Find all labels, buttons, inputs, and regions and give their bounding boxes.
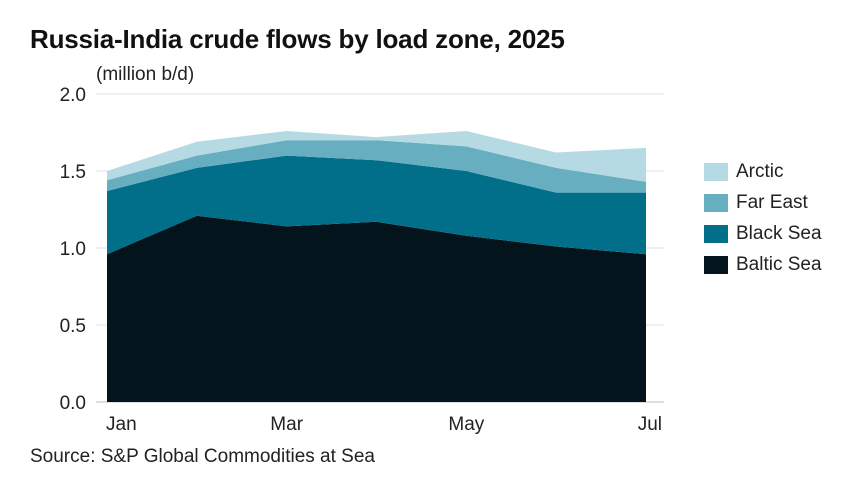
series-areas (107, 131, 646, 402)
y-tick-label: 0.0 (60, 393, 86, 414)
y-tick-label: 2.0 (60, 85, 86, 106)
legend-item: Black Sea (704, 218, 822, 249)
area-arctic (107, 131, 646, 182)
legend: Arctic Far East Black Sea Baltic Sea (704, 156, 822, 280)
y-tick-label: 0.5 (60, 316, 86, 337)
y-axis-unit-label: (million b/d) (96, 64, 195, 85)
legend-item: Baltic Sea (704, 249, 822, 280)
legend-swatch (704, 255, 728, 274)
x-tick-label: May (448, 414, 484, 435)
chart-title: Russia-India crude flows by load zone, 2… (30, 24, 565, 54)
legend-swatch (704, 224, 728, 243)
y-tick-label: 1.0 (60, 239, 86, 260)
legend-swatch (704, 193, 728, 212)
x-tick-label: Jan (106, 414, 137, 435)
legend-item: Far East (704, 187, 822, 218)
legend-label: Black Sea (736, 222, 822, 244)
x-tick-label: Jul (638, 414, 662, 435)
legend-item: Arctic (704, 156, 822, 187)
y-tick-label: 1.5 (60, 162, 86, 183)
area-far-east (107, 140, 646, 193)
y-axis-ticks: 0.0 0.5 1.0 1.5 2.0 (60, 85, 86, 414)
legend-label: Arctic (736, 160, 784, 182)
area-baltic-sea (107, 215, 646, 402)
area-black-sea (107, 155, 646, 255)
source-note: Source: S&P Global Commodities at Sea (30, 446, 375, 467)
x-tick-label: Mar (270, 414, 303, 435)
legend-label: Baltic Sea (736, 253, 822, 275)
x-axis-ticks: Jan Mar May Jul (106, 414, 662, 435)
legend-label: Far East (736, 191, 808, 213)
legend-swatch (704, 162, 728, 181)
